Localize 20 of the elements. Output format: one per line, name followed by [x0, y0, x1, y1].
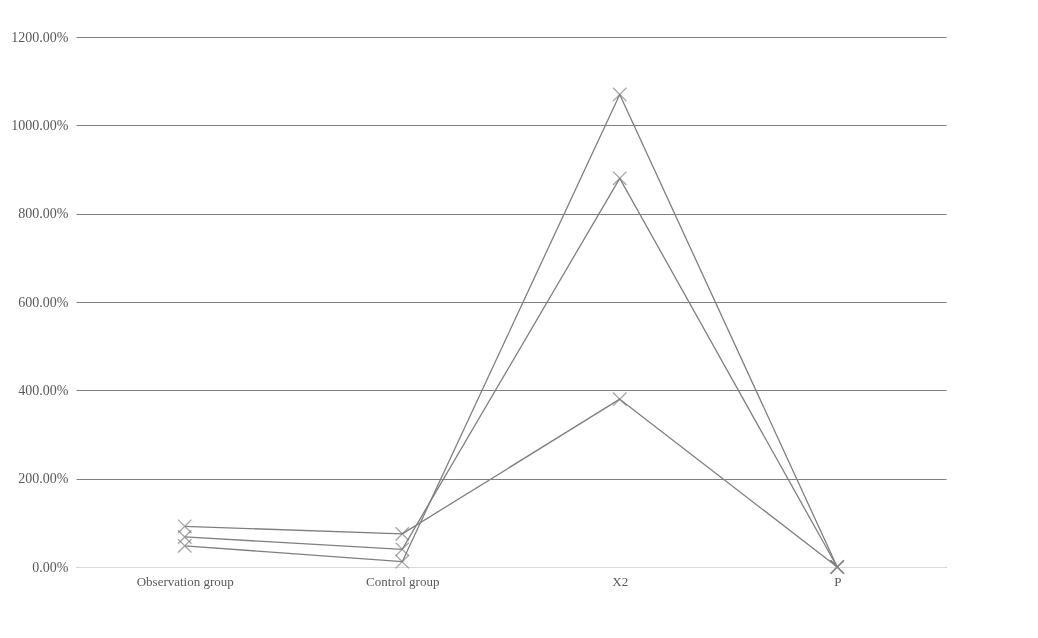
y-tick-label: 600.00% [18, 294, 69, 310]
y-tick-label: 1000.00% [11, 117, 69, 133]
point [394, 526, 410, 542]
y-tick-label: 1200.00% [11, 29, 69, 45]
point [612, 391, 628, 407]
y-tick-label: 0.00% [32, 559, 69, 575]
x-tick-label: P [834, 573, 842, 589]
point [177, 519, 193, 534]
y-tick-label: 800.00% [18, 206, 69, 222]
point [177, 538, 193, 554]
point [612, 170, 628, 186]
point [394, 554, 410, 570]
y-tick-label: 400.00% [18, 382, 69, 398]
x-tick-label: Observation group [136, 573, 234, 589]
point [612, 87, 628, 102]
point [177, 529, 193, 545]
point [394, 541, 410, 557]
y-tick-label: 200.00% [18, 471, 69, 487]
x-tick-label: Control group [366, 573, 440, 589]
x-tick-label: X2 [612, 573, 629, 589]
